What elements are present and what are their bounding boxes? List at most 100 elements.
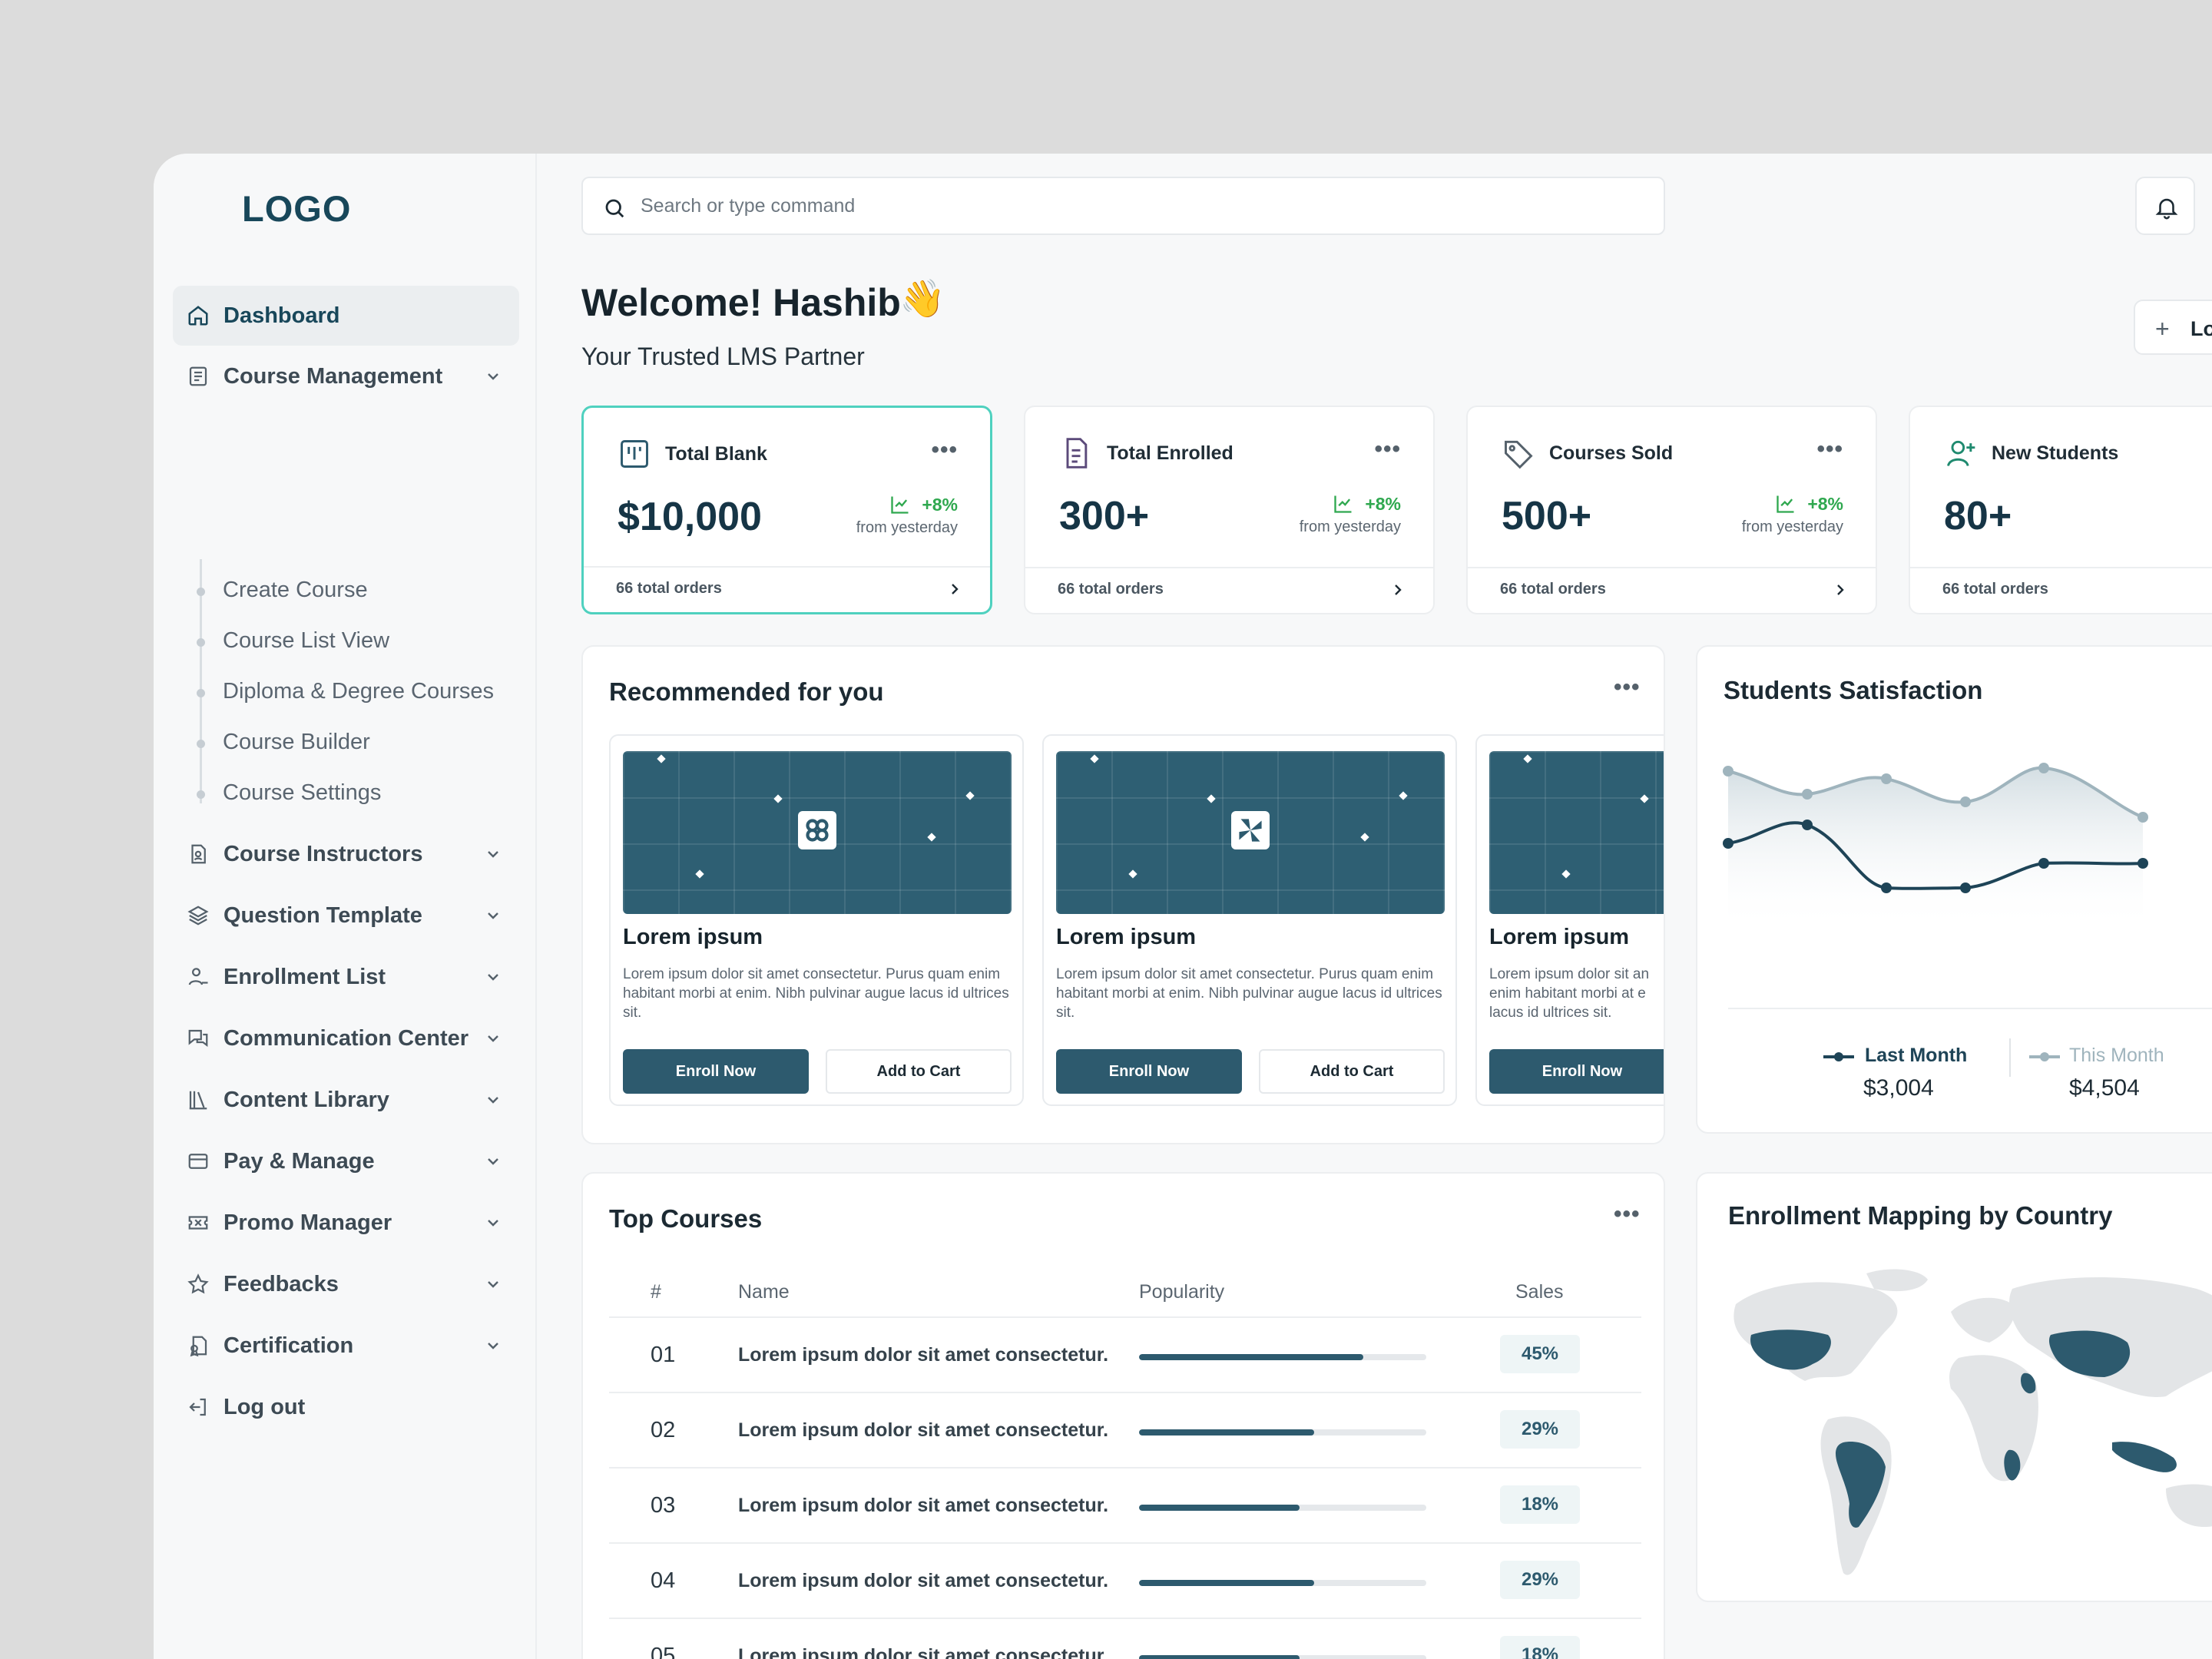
sidebar-item-label: Course Instructors: [224, 841, 423, 866]
course-thumbnail: [1489, 751, 1664, 914]
column-header-name[interactable]: Name: [738, 1281, 790, 1303]
sidebar-item-question-template[interactable]: Question Template: [173, 886, 519, 945]
last-month-point: [1802, 820, 1813, 830]
row-number: 04: [651, 1568, 676, 1593]
add-button[interactable]: + Lo: [2134, 300, 2212, 355]
sidebar-item-label: Pay & Manage: [224, 1148, 375, 1174]
course-description: Lorem ipsum dolor sit amet consectetur. …: [1056, 966, 1442, 1021]
row-number: 02: [651, 1418, 676, 1442]
sparkle-icon: [773, 794, 783, 803]
column-header-num: #: [651, 1281, 661, 1303]
add-to-cart-button[interactable]: Add to Cart: [826, 1049, 1012, 1094]
more-icon[interactable]: •••: [1614, 674, 1641, 700]
sidebar-item-pay-manage[interactable]: Pay & Manage: [173, 1131, 519, 1191]
stat-trend-value: +8%: [1807, 493, 1843, 514]
stat-footer[interactable]: 66 total orders: [1468, 567, 1876, 613]
stat-value: 80+: [1944, 494, 2012, 538]
sidebar-item-promo-manager[interactable]: Promo Manager: [173, 1193, 519, 1253]
add-to-cart-button[interactable]: Add to Cart: [1259, 1049, 1445, 1094]
chevron-down-icon: [488, 1158, 498, 1165]
course-description: Lorem ipsum dolor sit an enim habitant m…: [1489, 966, 1650, 1021]
course-card[interactable]: Lorem ipsum Lorem ipsum dolor sit amet c…: [1042, 734, 1457, 1106]
column-header-sales[interactable]: Sales: [1515, 1281, 1564, 1303]
chevron-down-icon: [488, 1097, 498, 1104]
this-month-point: [1723, 766, 1734, 777]
stat-from: from yesterday: [1299, 518, 1401, 535]
sidebar-item-communication-center[interactable]: Communication Center: [173, 1008, 519, 1068]
table-row[interactable]: 03 Lorem ipsum dolor sit amet consectetu…: [609, 1467, 1641, 1542]
more-icon[interactable]: •••: [1614, 1201, 1641, 1227]
world-map: [1734, 1269, 2212, 1575]
chevron-down-icon: [488, 1281, 498, 1288]
sidebar-item-label: Course Management: [224, 363, 443, 389]
sparkle-icon: [657, 754, 666, 763]
sidebar-item-label: Content Library: [224, 1087, 389, 1112]
enroll-now-button[interactable]: Enroll Now: [1489, 1049, 1664, 1094]
sparkle-icon: [1523, 754, 1532, 763]
sidebar-item-feedbacks[interactable]: Feedbacks: [173, 1254, 519, 1314]
sidebar-item-label: Dashboard: [224, 303, 340, 328]
sidebar-item-enrollment-list[interactable]: Enrollment List: [173, 947, 519, 1007]
submenu-course-builder[interactable]: Course Builder: [223, 730, 370, 754]
sparkle-icon: [695, 869, 704, 879]
stat-card-courses-sold[interactable]: Courses Sold ••• 500+ +8% from yesterday…: [1466, 406, 1877, 614]
course-card[interactable]: Lorem ipsum Lorem ipsum dolor sit amet c…: [609, 734, 1024, 1106]
table-row[interactable]: 01 Lorem ipsum dolor sit amet consectetu…: [609, 1316, 1641, 1392]
satisfaction-panel: Students Satisfaction: [1696, 645, 2212, 1134]
credit-card-icon: [188, 1154, 208, 1169]
course-title: Lorem ipsum: [623, 925, 763, 949]
sidebar-item-dashboard[interactable]: Dashboard: [173, 286, 519, 346]
submenu-course-list-view[interactable]: Course List View: [223, 628, 390, 653]
column-header-popularity[interactable]: Popularity: [1139, 1281, 1225, 1303]
sales-badge: 29%: [1500, 1410, 1580, 1449]
submenu-diploma-degree[interactable]: Diploma & Degree Courses: [223, 679, 494, 704]
stat-trend: +8%: [1775, 493, 1843, 515]
notification-button[interactable]: [2135, 177, 2195, 235]
sidebar-item-course-instructors[interactable]: Course Instructors: [173, 824, 519, 884]
recommended-panel: Recommended for you ••• Lorem ipsum Lore…: [581, 645, 1665, 1144]
enroll-now-button[interactable]: Enroll Now: [623, 1049, 809, 1094]
table-row[interactable]: 02 Lorem ipsum dolor sit amet consectetu…: [609, 1392, 1641, 1467]
this-month-legend-icon: [2029, 1052, 2060, 1061]
stat-card-new-students[interactable]: New Students 80+ from 66 total orders: [1909, 406, 2212, 614]
this-month-point: [1881, 773, 1892, 784]
sales-badge: 18%: [1500, 1485, 1580, 1524]
plus-icon: +: [2155, 315, 2170, 343]
legend-this-month-value: $4,504: [2069, 1075, 2140, 1101]
last-month-point: [1960, 882, 1971, 893]
search-input[interactable]: Search or type command: [581, 177, 1665, 235]
legend-last-month-value: $3,004: [1863, 1075, 1934, 1101]
stat-footer[interactable]: 66 total orders: [1025, 567, 1433, 613]
popularity-bar: [1139, 1429, 1426, 1435]
this-month-point: [2137, 812, 2148, 823]
table-row[interactable]: 05 Lorem ipsum dolor sit amet consectetu…: [609, 1618, 1641, 1659]
row-name: Lorem ipsum dolor sit amet consectetur.: [738, 1344, 1109, 1366]
submenu-line: [200, 559, 202, 803]
sidebar-item-content-library[interactable]: Content Library: [173, 1070, 519, 1130]
course-title: Lorem ipsum: [1489, 925, 1630, 949]
top-courses-panel: Top Courses ••• # Name Popularity Sales …: [581, 1172, 1665, 1659]
more-icon[interactable]: •••: [931, 437, 958, 462]
submenu-course-settings[interactable]: Course Settings: [223, 780, 382, 805]
sidebar-item-certification[interactable]: Certification: [173, 1316, 519, 1376]
course-logo-icon: [798, 811, 836, 849]
more-icon[interactable]: •••: [1374, 436, 1401, 462]
sidebar-item-course-management[interactable]: Course Management: [173, 346, 519, 406]
enrollment-map-panel: Enrollment Mapping by Country: [1696, 1172, 2212, 1602]
stat-trend: +8%: [1333, 493, 1401, 515]
stat-footer[interactable]: 66 total orders: [1910, 567, 2212, 613]
sidebar-item-logout[interactable]: Log out: [173, 1377, 519, 1437]
stat-card-total-blank[interactable]: Total Blank ••• $10,000 +8% from yesterd…: [581, 406, 992, 614]
stat-from: from yesterday: [856, 519, 958, 536]
stat-card-total-enrolled[interactable]: Total Enrolled ••• 300+ +8% from yesterd…: [1024, 406, 1435, 614]
more-icon[interactable]: •••: [1816, 436, 1843, 462]
enroll-now-button[interactable]: Enroll Now: [1056, 1049, 1242, 1094]
course-card[interactable]: Lorem ipsum Lorem ipsum dolor sit an eni…: [1475, 734, 1664, 1106]
this-month-point: [1802, 789, 1813, 800]
submenu-create-course[interactable]: Create Course: [223, 578, 368, 602]
chevron-down-icon: [488, 851, 498, 858]
stat-footer[interactable]: 66 total orders: [584, 566, 990, 612]
table-row[interactable]: 04 Lorem ipsum dolor sit amet consectetu…: [609, 1542, 1641, 1618]
trend-up-icon: [1334, 495, 1352, 513]
popularity-fill: [1139, 1580, 1315, 1586]
